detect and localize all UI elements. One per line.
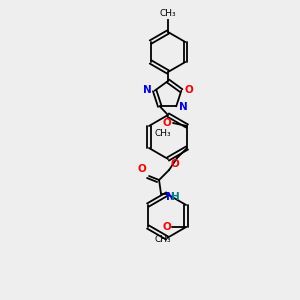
Text: O: O	[184, 85, 193, 95]
Text: CH₃: CH₃	[155, 235, 171, 244]
Text: N: N	[143, 85, 152, 95]
Text: N: N	[166, 192, 175, 202]
Text: CH₃: CH₃	[160, 9, 176, 18]
Text: O: O	[137, 164, 146, 174]
Text: H: H	[171, 192, 180, 202]
Text: O: O	[162, 118, 171, 128]
Text: O: O	[171, 159, 179, 169]
Text: O: O	[162, 222, 171, 232]
Text: N: N	[179, 102, 188, 112]
Text: CH₃: CH₃	[155, 129, 171, 138]
